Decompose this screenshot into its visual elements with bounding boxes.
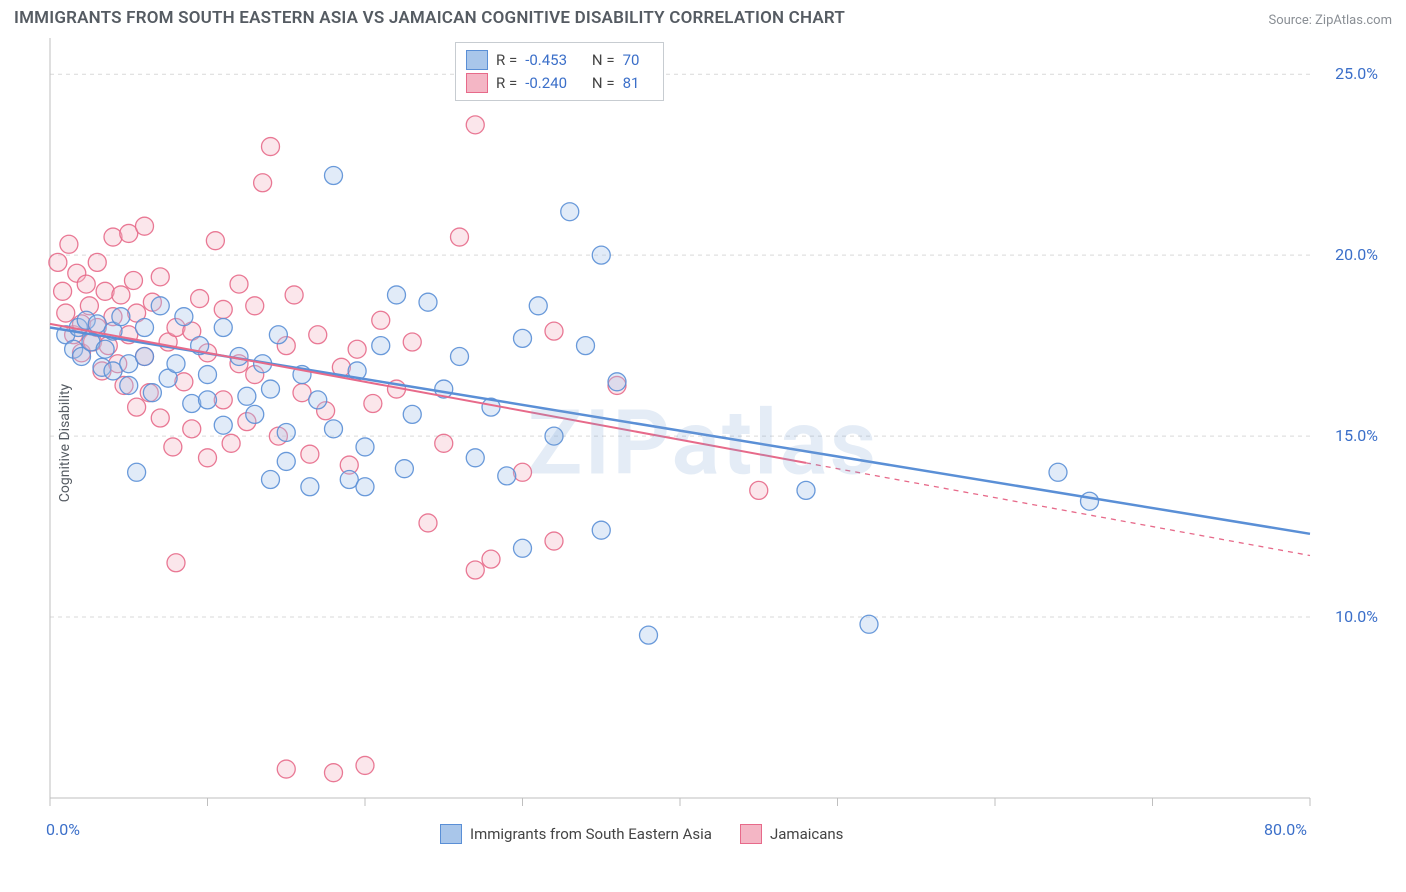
stat-n-value: 70 [623,49,653,72]
legend-swatch [466,73,488,93]
x-tick-label: 80.0% [1264,820,1307,839]
stat-r-value: -0.453 [525,49,580,72]
legend-swatch [440,824,462,844]
legend-label: Jamaicans [770,825,843,843]
plot-area: Cognitive Disability ZIPatlas R = -0.453… [0,38,1406,848]
stats-row: R = -0.240 N = 81 [466,72,653,95]
stat-r-value: -0.240 [525,72,580,95]
source-label: Source: ZipAtlas.com [1268,13,1392,28]
stat-n-label: N = [588,72,614,95]
stats-box: R = -0.453 N = 70R = -0.240 N = 81 [455,42,664,101]
scatter-svg [0,38,1406,848]
y-tick-label: 15.0% [1318,426,1378,445]
stat-r-label: R = [496,72,517,95]
legend-label: Immigrants from South Eastern Asia [470,825,712,843]
x-tick-label: 0.0% [46,820,80,839]
stats-row: R = -0.453 N = 70 [466,49,653,72]
y-tick-label: 10.0% [1318,607,1378,626]
y-tick-label: 25.0% [1318,64,1378,83]
legend-swatch [740,824,762,844]
chart-title: IMMIGRANTS FROM SOUTH EASTERN ASIA VS JA… [14,8,845,28]
legend-swatch [466,50,488,70]
stat-n-value: 81 [623,72,653,95]
legend-item: Jamaicans [740,824,843,844]
y-tick-label: 20.0% [1318,245,1378,264]
stat-r-label: R = [496,49,517,72]
bottom-legend: Immigrants from South Eastern Asia Jamaic… [440,824,843,844]
legend-item: Immigrants from South Eastern Asia [440,824,712,844]
y-axis-label: Cognitive Disability [57,384,73,502]
stat-n-label: N = [588,49,614,72]
